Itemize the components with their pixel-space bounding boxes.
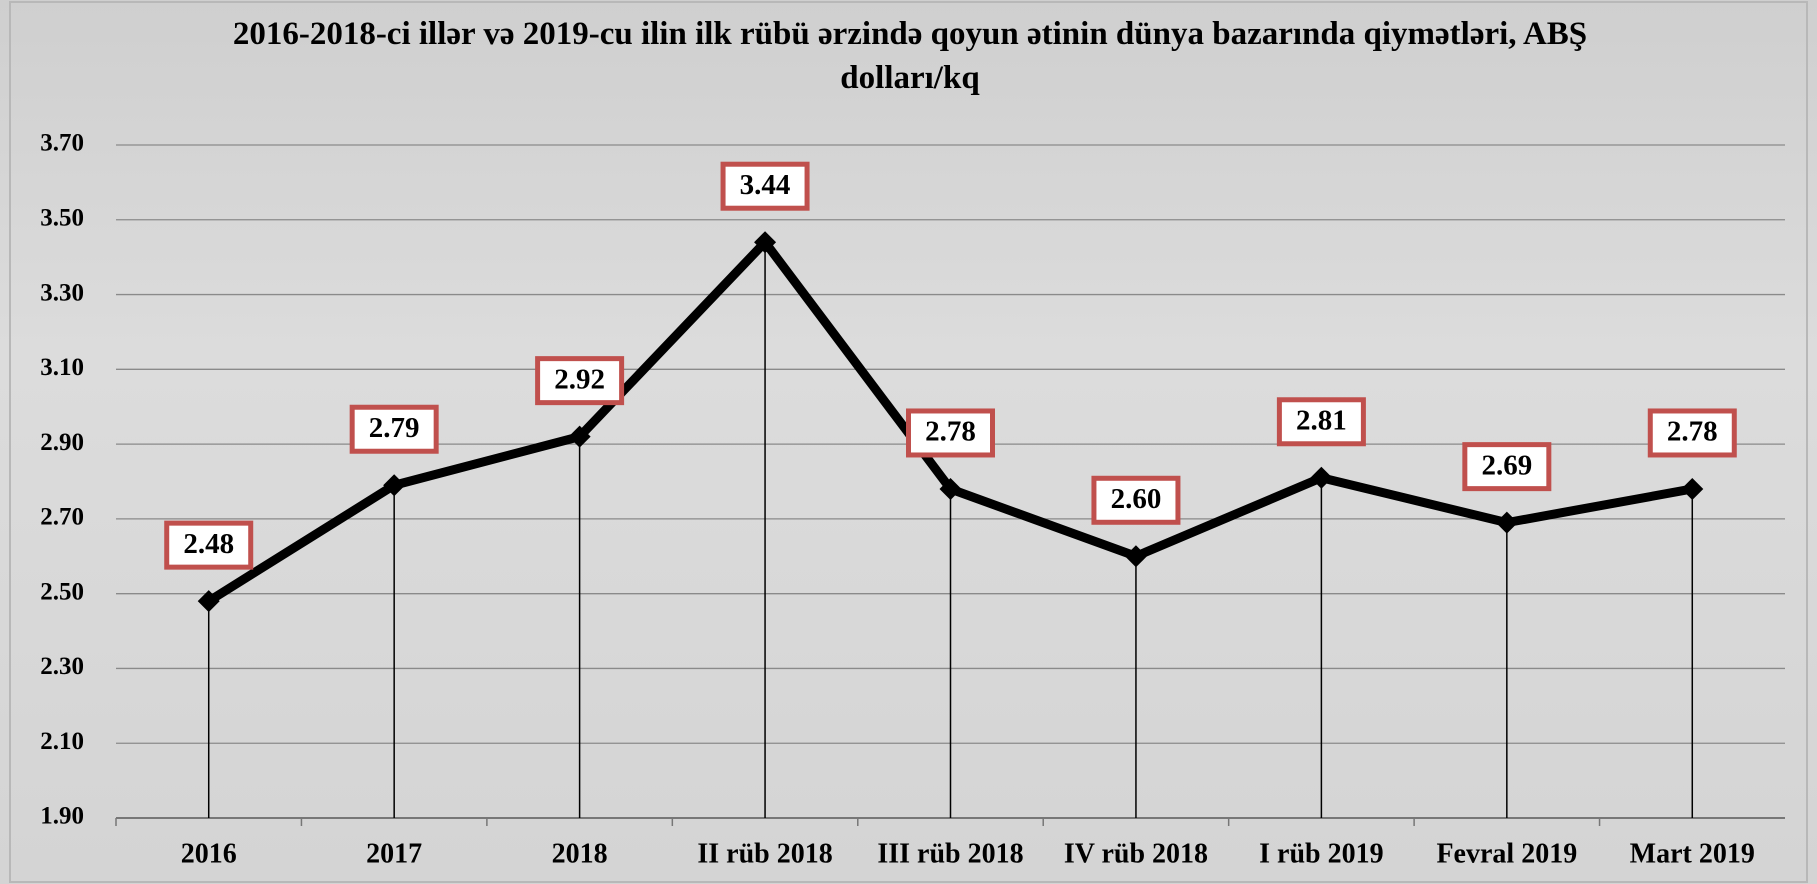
marker	[754, 231, 777, 254]
y-tick-label: 2.10	[40, 728, 84, 755]
x-tick-label: 2016	[181, 838, 237, 869]
y-tick-label: 3.30	[40, 279, 84, 306]
y-tick-label: 3.50	[40, 205, 84, 232]
label-box	[349, 404, 439, 454]
label-box	[1462, 442, 1552, 492]
x-tick-label: I rüb 2019	[1259, 838, 1383, 869]
marker	[939, 477, 962, 500]
y-tick-label: 2.70	[40, 504, 84, 531]
label-box	[164, 520, 254, 570]
label-box	[535, 356, 625, 406]
frame	[9, 1, 1808, 883]
marker	[568, 425, 591, 448]
marker	[197, 590, 220, 613]
data-label: 3.44	[740, 169, 791, 201]
x-tick-label: III rüb 2018	[877, 838, 1023, 869]
marker	[383, 474, 406, 497]
x-tick-label: 2018	[552, 838, 608, 869]
label-box	[720, 161, 810, 211]
x-tick-label: II rüb 2018	[697, 838, 832, 869]
marker	[1310, 466, 1333, 489]
data-label: 2.78	[925, 416, 976, 448]
x-tick-label: 2017	[366, 838, 422, 869]
x-tick-label: Fevral 2019	[1436, 838, 1577, 869]
y-tick-label: 1.90	[40, 803, 84, 830]
data-label: 2.79	[369, 412, 420, 444]
data-label: 2.81	[1296, 404, 1347, 436]
label-box	[1276, 397, 1366, 447]
data-label: 2.78	[1667, 416, 1718, 448]
y-tick-label: 3.70	[40, 130, 84, 157]
marker	[1124, 545, 1147, 568]
marker	[1495, 511, 1518, 534]
y-tick-label: 3.10	[40, 354, 84, 381]
label-box	[1091, 475, 1181, 525]
data-label: 2.48	[183, 528, 234, 560]
x-tick-label: Mart 2019	[1630, 838, 1755, 869]
y-tick-label: 2.90	[40, 429, 84, 456]
label-box	[906, 408, 995, 458]
marker	[1681, 477, 1704, 500]
x-tick-label: IV rüb 2018	[1064, 838, 1208, 869]
data-label: 2.69	[1481, 449, 1532, 481]
data-label: 2.60	[1111, 483, 1162, 515]
label-box	[1647, 408, 1737, 458]
chart-title: 2016-2018-ci illər və 2019-cu ilin ilk r…	[232, 16, 1588, 96]
y-tick-label: 2.30	[40, 653, 84, 680]
data-label: 2.92	[554, 363, 605, 395]
y-tick-label: 2.50	[40, 578, 84, 605]
